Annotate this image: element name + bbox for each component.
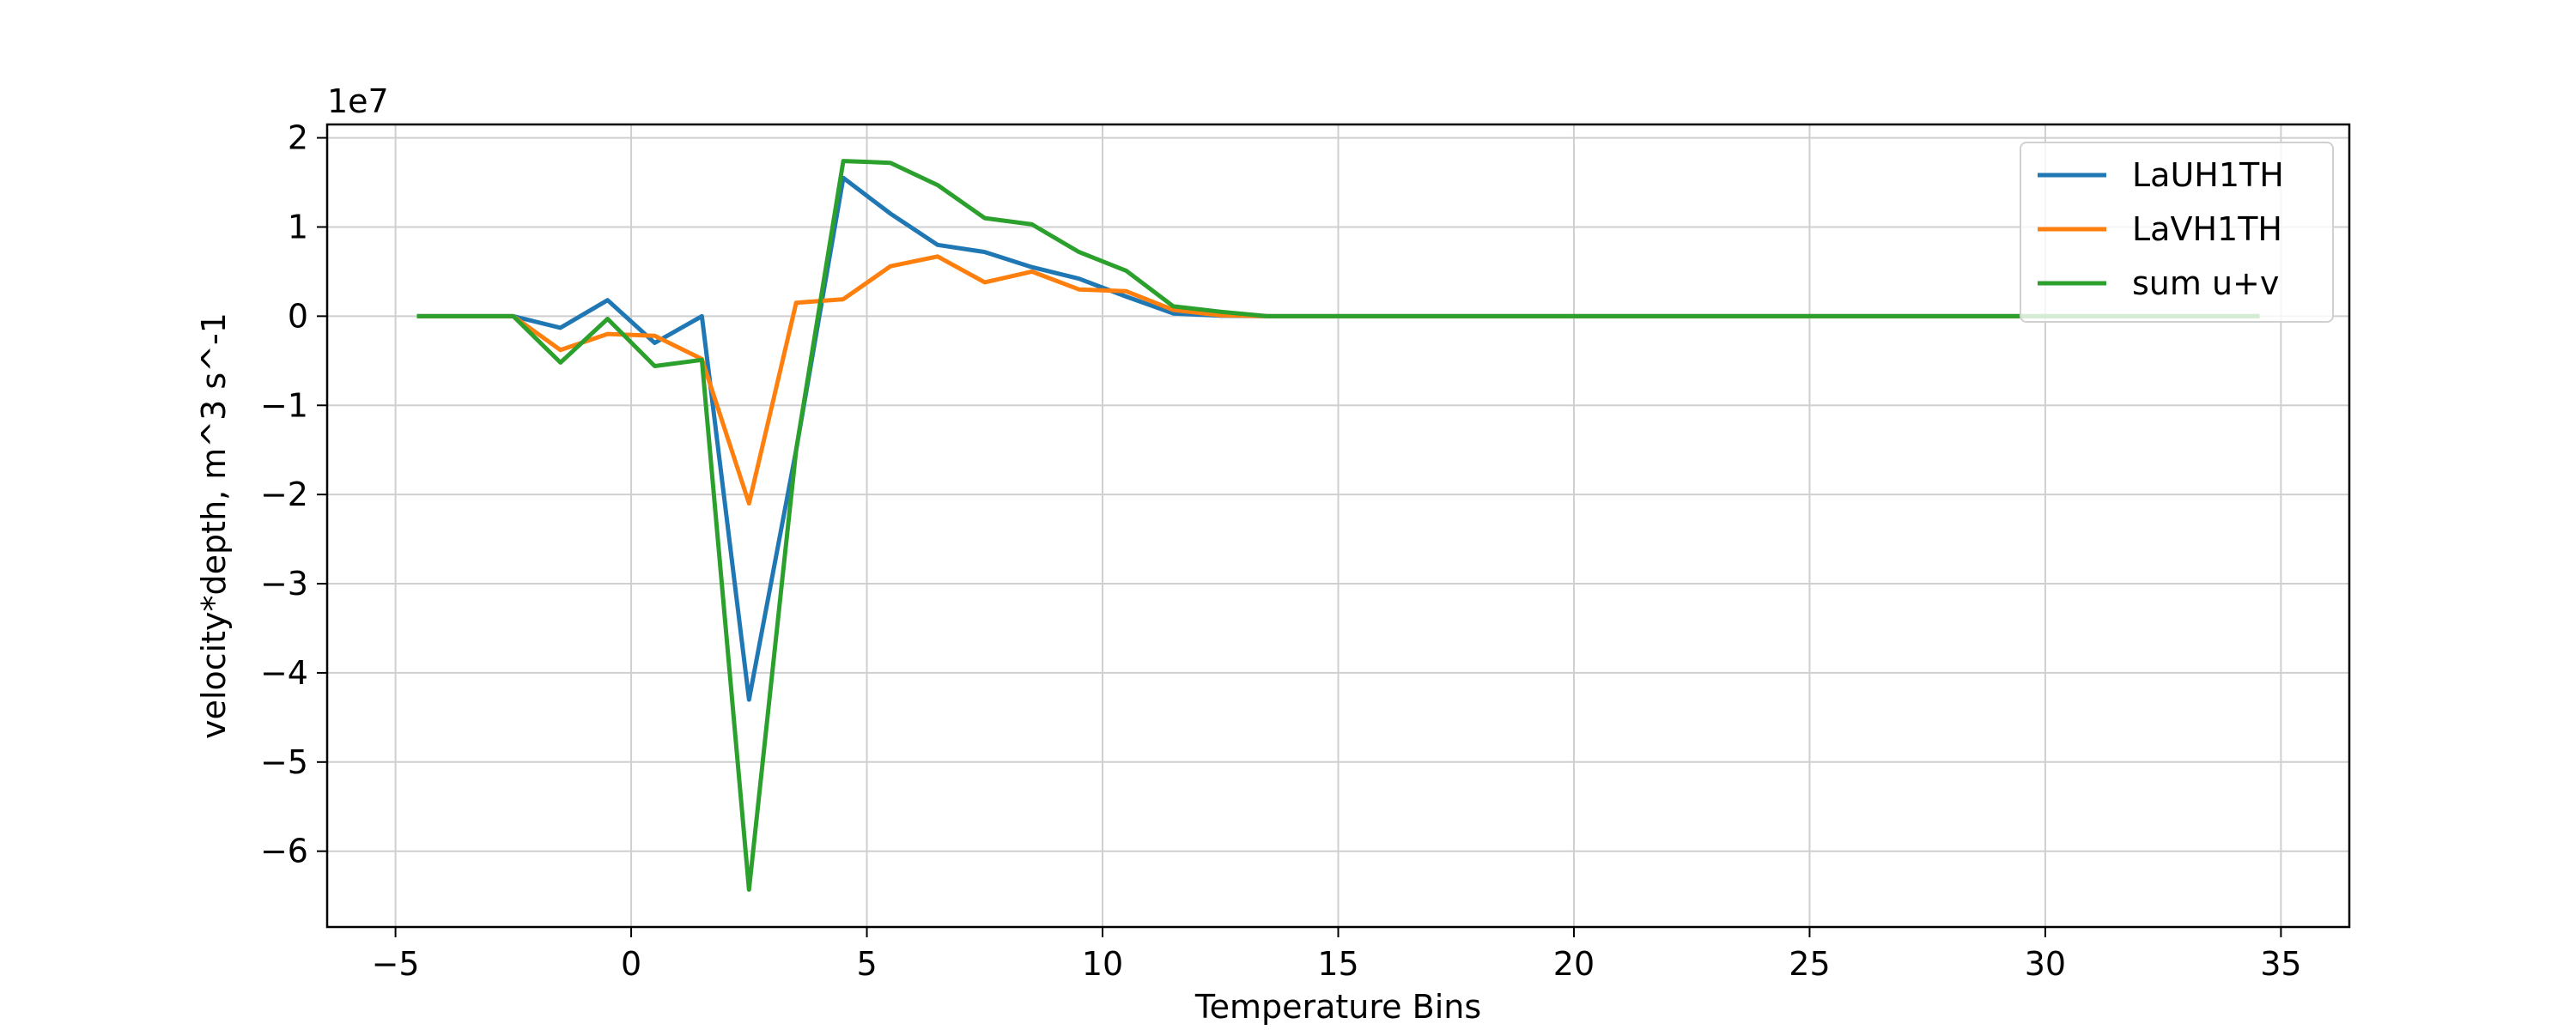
x-tick-label: 10 <box>1082 945 1123 983</box>
x-tick-label: 0 <box>621 945 641 983</box>
tick-layer: −5 0 5 10 15 20 25 30 35 −6 −5 −4 −3 −2 −1 0 1 2 <box>260 119 2302 983</box>
y-tick-label: −2 <box>260 476 308 513</box>
legend: LaUH1TH LaVH1TH sum u+v <box>2020 142 2334 323</box>
y-axis-title: velocity*depth, m^3 s^-1 <box>195 312 233 739</box>
series-layer <box>416 159 2260 892</box>
x-tick-label: 35 <box>2260 945 2301 983</box>
x-tick-label: 30 <box>2025 945 2066 983</box>
x-tick-label: −5 <box>372 945 420 983</box>
legend-label: LaUH1TH <box>2132 156 2284 194</box>
y-tick-label: 1 <box>288 208 308 245</box>
y-tick-label: −3 <box>260 565 308 603</box>
series-line-sum-u-v <box>416 159 2260 892</box>
legend-box <box>2020 142 2334 323</box>
x-tick-label: 5 <box>856 945 877 983</box>
y-tick-label: −6 <box>260 833 308 870</box>
legend-label: LaVH1TH <box>2132 210 2282 248</box>
x-tick-label: 15 <box>1317 945 1358 983</box>
x-tick-label: 25 <box>1789 945 1830 983</box>
x-tick-label: 20 <box>1553 945 1595 983</box>
y-tick-label: −4 <box>260 654 308 692</box>
x-axis-title: Temperature Bins <box>1194 988 1481 1026</box>
grid-layer <box>327 124 2349 927</box>
y-tick-label: 0 <box>288 297 308 335</box>
y-tick-label: −1 <box>260 386 308 424</box>
y-tick-label: 2 <box>288 119 308 157</box>
legend-label: sum u+v <box>2132 264 2279 302</box>
y-axis-offset-label: 1e7 <box>327 82 389 120</box>
y-tick-label: −5 <box>260 743 308 781</box>
